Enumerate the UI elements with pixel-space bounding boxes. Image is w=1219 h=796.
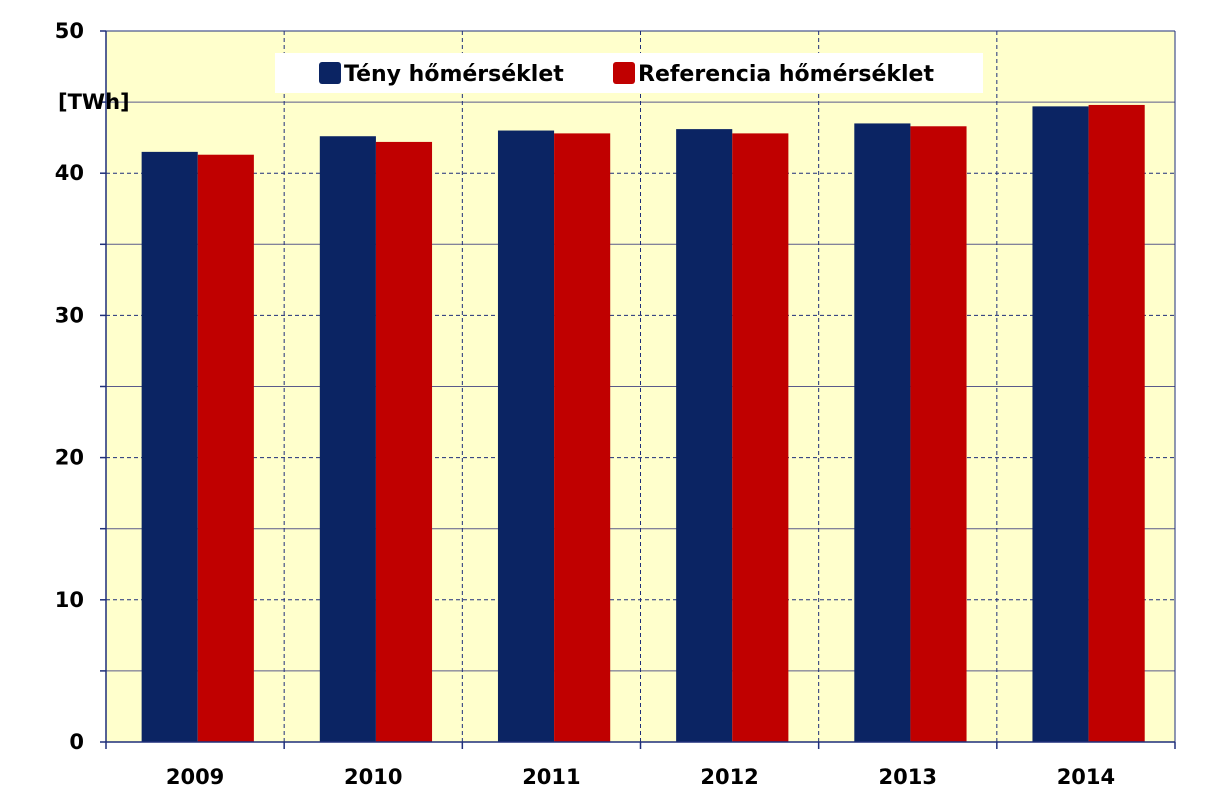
legend-swatch-teny <box>319 62 341 84</box>
x-tick-label: 2011 <box>522 765 580 789</box>
legend-label-referencia: Referencia hőmérséklet <box>638 62 934 87</box>
legend-label-teny: Tény hőmérséklet <box>344 62 564 87</box>
y-tick-label: 20 <box>55 446 84 470</box>
legend: Tény hőmérséklet Referencia hőmérséklet <box>275 53 983 93</box>
bar-2010-series0 <box>319 136 376 742</box>
bar-2011-series1 <box>554 133 611 742</box>
legend-swatch-referencia <box>613 62 635 84</box>
x-tick-labels: 2009 2010 2011 2012 2013 2014 <box>166 765 1115 789</box>
x-tick-label: 2009 <box>166 765 224 789</box>
x-tick-label: 2014 <box>1057 765 1115 789</box>
x-tick-label: 2010 <box>344 765 402 789</box>
bar-2014-series0 <box>1032 106 1089 743</box>
x-tick-label: 2012 <box>700 765 758 789</box>
bar-2012-series0 <box>676 129 733 743</box>
bar-2009-series1 <box>197 154 254 743</box>
y-tick-label: 40 <box>55 161 84 185</box>
bar-2011-series0 <box>497 130 555 743</box>
bar-2013-series1 <box>910 126 967 743</box>
y-tick-labels: 0 10 20 30 40 50 <box>55 19 84 754</box>
y-tick-label: 10 <box>55 588 84 612</box>
y-tick-label: 30 <box>55 303 84 327</box>
y-tick-label: 0 <box>69 730 84 754</box>
y-tick-label: 50 <box>55 19 84 43</box>
bar-2014-series1 <box>1088 104 1145 743</box>
bars <box>141 104 1145 743</box>
bar-2009-series0 <box>141 151 198 742</box>
axes <box>100 30 1176 749</box>
x-tick-label: 2013 <box>879 765 937 789</box>
y-unit-label: [TWh] <box>58 90 130 114</box>
bar-2010-series1 <box>375 141 433 742</box>
bar-2013-series0 <box>854 123 911 743</box>
bar-2012-series1 <box>732 133 789 742</box>
